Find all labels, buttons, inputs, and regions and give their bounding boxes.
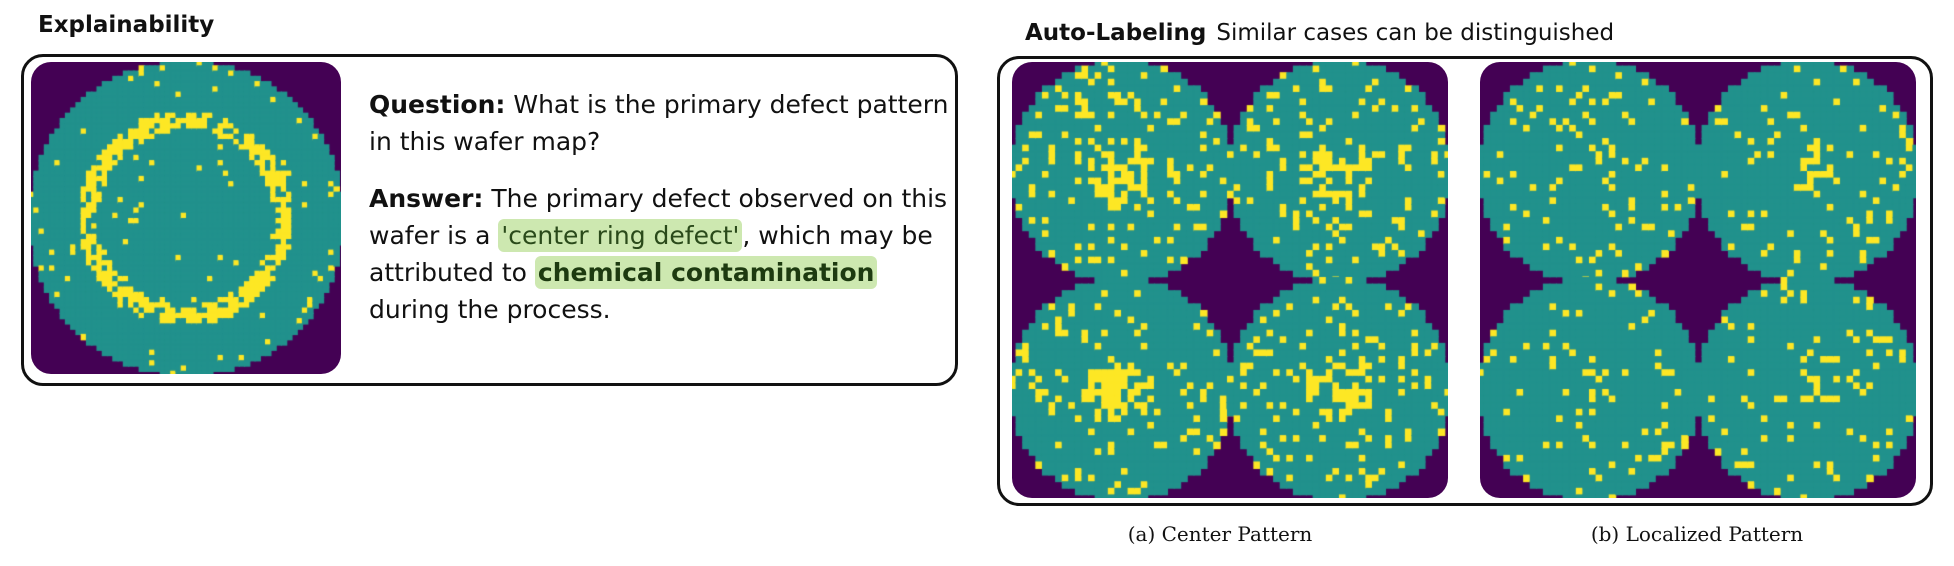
answer-text: , which may be attributed to <box>369 221 933 287</box>
answer-text: during the process. <box>369 295 611 324</box>
highlight-defect-type: 'center ring defect' <box>498 219 743 252</box>
question-label: Question: <box>369 90 506 119</box>
answer-label: Answer: <box>369 184 484 213</box>
wafer-panel-center <box>1012 62 1448 498</box>
highlight-cause: chemical contamination <box>534 256 878 289</box>
question-text: What is the primary defect pattern in th… <box>369 90 949 156</box>
explainability-box <box>21 54 958 386</box>
caption-center-pattern: (a) Center Pattern <box>1127 522 1313 546</box>
answer-text: The primary defect observed on this wafe… <box>369 184 948 250</box>
question: Question: What is the primary defect pat… <box>369 86 949 160</box>
auto-labeling-box <box>997 56 1933 506</box>
explainability-title: Explainability <box>38 12 215 38</box>
wafer-map-center-ring <box>31 62 341 374</box>
caption-localized-pattern: (b) Localized Pattern <box>1590 522 1804 546</box>
wafer-panel-localized <box>1480 62 1916 498</box>
qa-text: Question: What is the primary defect pat… <box>369 86 949 348</box>
auto-labeling-title: Auto-Labeling Similar cases can be distin… <box>1025 20 1614 46</box>
auto-labeling-subtitle: Similar cases can be distinguished <box>1216 20 1615 46</box>
answer: Answer: The primary defect observed on t… <box>369 180 949 328</box>
auto-labeling-label: Auto-Labeling <box>1025 20 1207 46</box>
